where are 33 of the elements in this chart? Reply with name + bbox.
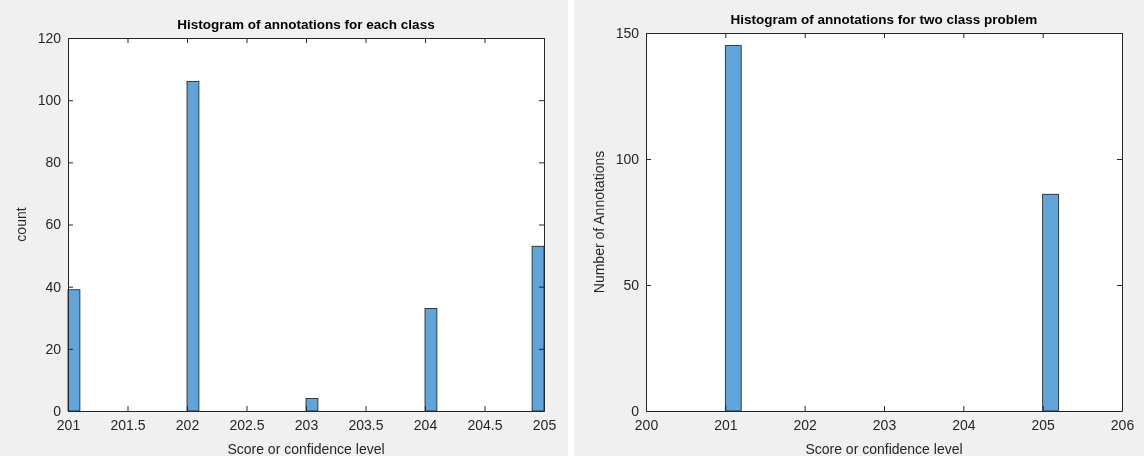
y-axis-title: Number of Annotations <box>591 150 607 294</box>
x-tick-label: 205 <box>532 416 557 433</box>
x-tick-label: 202.5 <box>229 416 265 433</box>
x-tick-label: 204.5 <box>467 416 503 433</box>
chart-title: Histogram of annotations for each class <box>177 17 435 32</box>
x-tick-label: 204 <box>413 416 438 433</box>
y-tick-label: 50 <box>623 276 640 293</box>
x-tick-label: 202 <box>175 416 200 433</box>
x-tick-label: 200 <box>634 416 659 433</box>
y-tick-label: 0 <box>631 402 640 419</box>
x-tick-label: 204 <box>952 416 976 433</box>
y-tick-label: 100 <box>37 92 62 109</box>
y-axis-title: count <box>13 207 29 242</box>
x-tick-label: 203.5 <box>348 416 384 433</box>
x-axis-title: Score or confidence level <box>805 441 963 456</box>
chart-title: Histogram of annotations for two class problem <box>730 12 1038 27</box>
y-tick-label: 60 <box>45 216 62 233</box>
x-tick-label: 203 <box>872 416 897 433</box>
y-tick-label: 100 <box>615 150 640 167</box>
x-tick-label: 201 <box>56 416 81 433</box>
x-tick-label: 201 <box>714 416 738 433</box>
y-tick-label: 80 <box>45 154 62 171</box>
x-tick-label: 206 <box>1110 416 1135 433</box>
y-tick-label: 20 <box>45 340 62 357</box>
x-tick-label: 205 <box>1031 416 1056 433</box>
y-tick-label: 0 <box>53 402 62 419</box>
x-tick-label: 202 <box>793 416 818 433</box>
x-tick-label: 201.5 <box>110 416 146 433</box>
y-tick-label: 40 <box>45 278 62 295</box>
x-axis-title: Score or confidence level <box>227 441 385 456</box>
x-tick-label: 203 <box>294 416 319 433</box>
y-tick-label: 150 <box>615 24 640 41</box>
y-tick-label: 120 <box>37 29 62 46</box>
